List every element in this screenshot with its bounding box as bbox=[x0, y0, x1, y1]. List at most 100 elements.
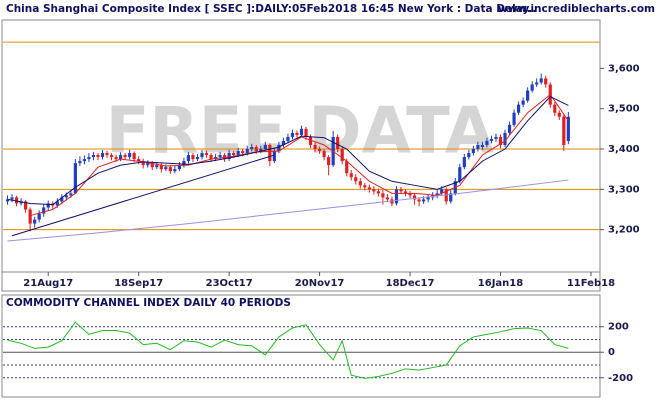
candle-body bbox=[105, 153, 109, 156]
candle-body bbox=[408, 193, 412, 196]
x-tick-label: 23Oct17 bbox=[206, 278, 253, 289]
candle-body bbox=[336, 136, 340, 150]
candle-body bbox=[146, 163, 150, 166]
x-tick-label: 18Sep17 bbox=[114, 278, 163, 289]
candle-body bbox=[232, 153, 236, 156]
cci-line bbox=[7, 321, 569, 379]
candle-body bbox=[236, 151, 240, 156]
candle-body bbox=[254, 147, 258, 152]
candle-body bbox=[87, 157, 91, 160]
candle-body bbox=[64, 195, 68, 198]
candle-body bbox=[485, 140, 489, 145]
candle-body bbox=[286, 136, 290, 141]
candle-body bbox=[444, 189, 448, 202]
candle-body bbox=[250, 147, 254, 150]
candle-body bbox=[5, 199, 10, 202]
candle-body bbox=[512, 112, 516, 125]
candle-body bbox=[313, 144, 317, 150]
x-tick-label: 21Aug17 bbox=[23, 278, 73, 289]
candle-body bbox=[155, 165, 159, 168]
candle-body bbox=[507, 124, 512, 133]
candle-body bbox=[462, 157, 466, 168]
candle-body bbox=[42, 207, 46, 214]
candle-body bbox=[449, 193, 453, 202]
candle-body bbox=[372, 189, 376, 192]
candle-body bbox=[327, 157, 331, 166]
candle-body bbox=[440, 189, 444, 194]
candle-body bbox=[422, 199, 426, 202]
candle-body bbox=[354, 177, 358, 182]
y-tick-label: 0 bbox=[608, 347, 615, 358]
candle-body bbox=[173, 169, 177, 172]
candle-body bbox=[200, 153, 204, 158]
y-tick-label: 200 bbox=[608, 322, 629, 333]
x-tick-label: 16Jan18 bbox=[478, 278, 523, 289]
candle-body bbox=[10, 197, 14, 200]
candle-body bbox=[412, 195, 417, 200]
candle-body bbox=[204, 153, 209, 156]
chart-title: China Shanghai Composite Index [ SSEC ]:… bbox=[6, 3, 536, 15]
candle-body bbox=[227, 153, 231, 160]
candle-body bbox=[24, 201, 28, 210]
candle-body bbox=[123, 155, 127, 158]
candle-body bbox=[118, 155, 123, 160]
candle-body bbox=[114, 157, 118, 160]
candle-body bbox=[91, 155, 96, 158]
candle-body bbox=[33, 219, 37, 224]
candle-body bbox=[363, 185, 367, 188]
candle-body bbox=[308, 136, 313, 145]
y-tick-label: 3,300 bbox=[608, 184, 640, 195]
candle-body bbox=[159, 165, 163, 170]
candle-body bbox=[358, 181, 362, 186]
indicator-line bbox=[7, 179, 569, 242]
candle-body bbox=[164, 167, 168, 170]
candle-body bbox=[272, 151, 276, 162]
candle-body bbox=[109, 155, 114, 158]
candle-body bbox=[535, 82, 539, 85]
candle-body bbox=[218, 155, 222, 158]
indicator-line bbox=[11, 154, 275, 237]
candle-body bbox=[467, 153, 471, 158]
candle-body bbox=[566, 116, 570, 141]
candle-body bbox=[263, 144, 267, 150]
candle-body bbox=[28, 209, 32, 224]
candle-body bbox=[494, 136, 498, 139]
candle-body bbox=[295, 132, 299, 135]
candle-body bbox=[37, 213, 41, 220]
candle-body bbox=[317, 149, 322, 152]
candle-body bbox=[349, 173, 353, 178]
candle-body bbox=[55, 201, 59, 206]
candle-body bbox=[435, 193, 439, 196]
candle-body bbox=[96, 155, 100, 158]
candle-body bbox=[259, 149, 263, 152]
y-tick-label: 3,400 bbox=[608, 144, 640, 155]
candle-body bbox=[399, 189, 403, 192]
candle-body bbox=[191, 155, 195, 160]
candle-body bbox=[553, 104, 557, 113]
candle-body bbox=[14, 197, 19, 204]
candle-body bbox=[381, 193, 385, 198]
indicator-line bbox=[7, 95, 569, 206]
candle-body bbox=[385, 197, 390, 200]
candle-body bbox=[417, 199, 421, 202]
candle-body bbox=[458, 167, 462, 182]
candle-body bbox=[281, 140, 286, 145]
candle-body bbox=[489, 138, 494, 141]
x-tick-label: 11Feb18 bbox=[567, 278, 615, 289]
candle-body bbox=[168, 167, 172, 172]
candle-body bbox=[544, 78, 548, 85]
candle-body bbox=[476, 144, 480, 150]
candle-body bbox=[394, 189, 399, 204]
candle-body bbox=[100, 153, 105, 158]
candle-body bbox=[345, 161, 349, 174]
candle-body bbox=[503, 132, 507, 145]
y-tick-label: 3,200 bbox=[608, 225, 640, 236]
candle-body bbox=[132, 153, 136, 160]
candle-body bbox=[46, 203, 50, 208]
candle-body bbox=[268, 144, 272, 162]
candle-body bbox=[403, 191, 408, 194]
cci-panel bbox=[1, 294, 601, 398]
price-panel bbox=[1, 19, 601, 292]
candle-body bbox=[78, 161, 82, 164]
candle-body bbox=[521, 100, 525, 105]
